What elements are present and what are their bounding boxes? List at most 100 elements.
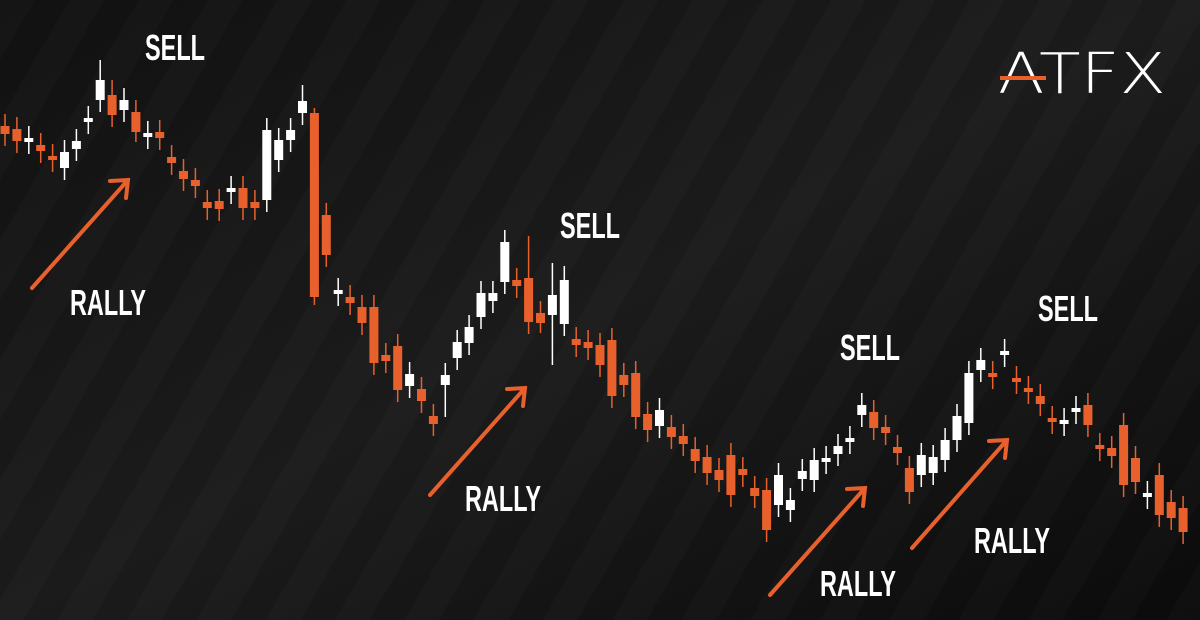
candle-body bbox=[857, 405, 867, 415]
candle-body bbox=[321, 215, 331, 255]
candle-body bbox=[1119, 425, 1129, 485]
arrow bbox=[30, 177, 131, 290]
candle-body bbox=[298, 101, 307, 113]
annotation: RALLY bbox=[465, 478, 541, 519]
candle-body bbox=[607, 340, 617, 396]
candle-body bbox=[143, 133, 153, 137]
candle-body bbox=[738, 469, 748, 475]
candle-body bbox=[226, 188, 236, 192]
candle-body bbox=[547, 295, 557, 315]
candle-body bbox=[476, 293, 486, 317]
candle-body bbox=[655, 410, 664, 426]
candle-body bbox=[1035, 396, 1045, 404]
candle-body bbox=[405, 374, 415, 386]
annotation: SELL bbox=[840, 327, 900, 368]
candle-body bbox=[60, 152, 69, 168]
candle-body bbox=[1047, 418, 1057, 422]
candle-body bbox=[1012, 378, 1021, 382]
candle-body bbox=[369, 307, 379, 363]
candle-body bbox=[190, 180, 200, 186]
candle-body bbox=[881, 427, 891, 433]
arrow bbox=[910, 437, 1010, 550]
arrow bbox=[768, 485, 868, 597]
candle-body bbox=[1083, 405, 1093, 425]
logo: ATFX bbox=[998, 42, 1166, 107]
candle-body bbox=[83, 118, 93, 122]
arrows bbox=[30, 177, 1010, 597]
candle-body bbox=[869, 412, 879, 428]
candle-body bbox=[714, 470, 724, 480]
candle-body bbox=[785, 500, 795, 510]
candle-body bbox=[214, 201, 224, 209]
candle-body bbox=[250, 202, 260, 208]
candle-body bbox=[464, 327, 474, 343]
candle-body bbox=[1023, 388, 1033, 392]
candle-body bbox=[893, 447, 902, 453]
candle-body bbox=[95, 80, 105, 100]
candle-body bbox=[131, 112, 141, 132]
candle-body bbox=[940, 440, 950, 460]
candle-body bbox=[774, 475, 783, 505]
candle-body bbox=[583, 342, 593, 348]
candle-body bbox=[762, 490, 772, 530]
candle-body bbox=[928, 457, 938, 473]
candle-body bbox=[1071, 408, 1081, 412]
candle-body bbox=[845, 438, 855, 442]
candle-body bbox=[333, 290, 343, 294]
candle-body bbox=[309, 113, 319, 297]
candle-body bbox=[666, 427, 676, 437]
candle-body bbox=[904, 468, 914, 492]
candle-body bbox=[1000, 351, 1010, 355]
candles bbox=[0, 60, 1188, 544]
candle-body bbox=[428, 416, 438, 424]
candle-body bbox=[107, 95, 117, 115]
candle-body bbox=[1178, 508, 1188, 532]
candle-body bbox=[24, 138, 34, 142]
candle-body bbox=[286, 130, 296, 140]
candle-body bbox=[1095, 445, 1105, 449]
candle-body bbox=[393, 346, 403, 390]
candle-body bbox=[274, 140, 284, 160]
candle-body bbox=[381, 355, 391, 361]
candle-body bbox=[119, 100, 129, 110]
candle-body bbox=[36, 145, 46, 151]
candle-body bbox=[559, 280, 569, 324]
candle-body bbox=[1166, 502, 1176, 518]
candle-body bbox=[595, 345, 605, 365]
candle-body bbox=[833, 446, 843, 454]
candle-body bbox=[12, 129, 22, 141]
candle-body bbox=[821, 458, 831, 462]
candle-body bbox=[524, 278, 534, 322]
candle-body bbox=[976, 360, 986, 370]
candle-body bbox=[1154, 475, 1164, 515]
candle-body bbox=[678, 436, 688, 444]
candle-body bbox=[417, 389, 426, 401]
candle-body bbox=[155, 132, 165, 138]
candle-body bbox=[357, 307, 367, 323]
annotation: SELL bbox=[145, 27, 205, 68]
candle-body bbox=[536, 313, 545, 323]
candle-body bbox=[440, 375, 450, 385]
candle-body bbox=[643, 414, 653, 430]
candle-body bbox=[952, 416, 962, 440]
candle-body bbox=[488, 293, 498, 301]
candle-body bbox=[809, 460, 819, 480]
annotation: RALLY bbox=[974, 520, 1050, 561]
candle-body bbox=[726, 455, 736, 495]
candle-body bbox=[1107, 448, 1117, 456]
candle-body bbox=[345, 297, 355, 303]
candle-body bbox=[702, 457, 712, 473]
candle-body bbox=[916, 455, 926, 475]
candle-body bbox=[452, 342, 462, 358]
candle-body bbox=[750, 488, 760, 496]
candle-body bbox=[631, 373, 641, 417]
candle-body bbox=[0, 126, 10, 134]
arrow bbox=[428, 385, 528, 497]
candle-body bbox=[690, 449, 700, 461]
candle-body bbox=[512, 280, 522, 286]
candle-body bbox=[500, 242, 510, 282]
candle-body bbox=[571, 339, 581, 345]
candle-body bbox=[262, 130, 272, 200]
